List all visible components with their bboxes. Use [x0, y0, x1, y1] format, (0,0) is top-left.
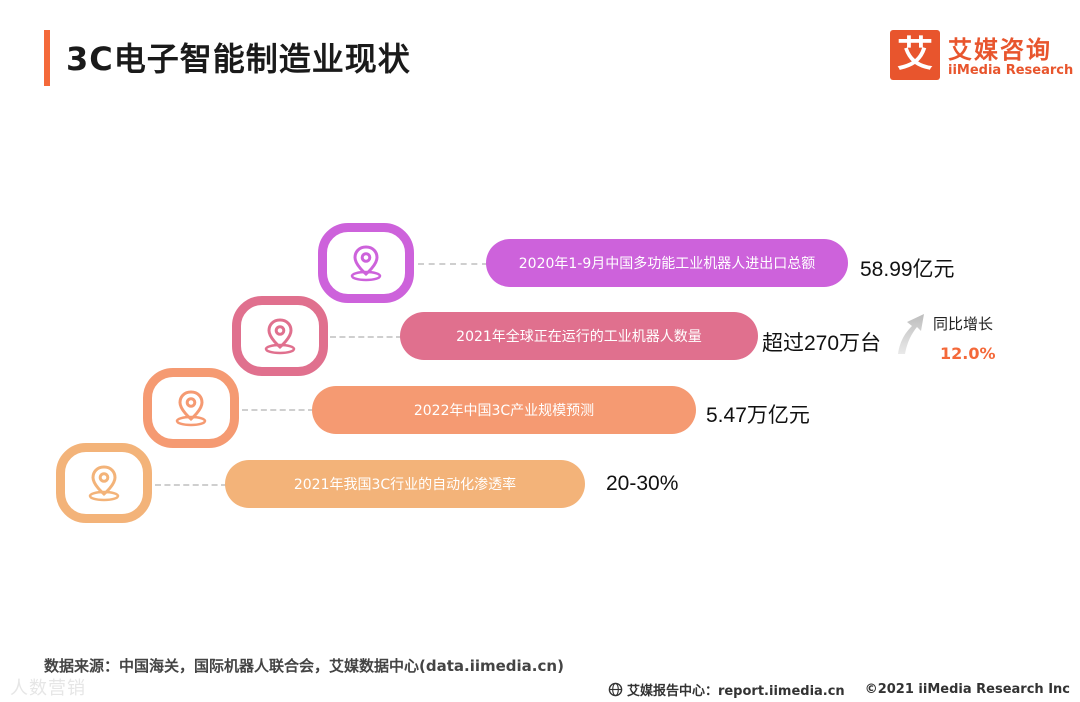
iimedia-logo: 艾 艾媒咨询 iiMedia Research	[890, 30, 1073, 82]
step-1-connector	[418, 263, 488, 265]
footer: 艾媒报告中心：report.iimedia.cn ©2021 iiMedia R…	[608, 680, 1070, 699]
globe-icon	[608, 682, 623, 697]
footer-report-center: 艾媒报告中心：report.iimedia.cn	[626, 684, 845, 699]
step-4-value: 20-30%	[606, 472, 679, 495]
step-4-connector	[155, 484, 227, 486]
location-pin-icon	[88, 465, 120, 502]
step-1-value: 58.99亿元	[860, 258, 955, 281]
step-1-icon-ring	[318, 223, 414, 303]
step-2-connector	[330, 336, 402, 338]
step-4-label-pill: 2021年我国3C行业的自动化渗透率	[225, 460, 585, 508]
logo-cn-text: 艾媒咨询	[948, 36, 1052, 64]
step-3-connector	[242, 409, 314, 411]
logo-mark: 艾	[890, 30, 940, 80]
watermark-text: 人数营销	[10, 678, 86, 699]
step-2-label-pill: 2021年全球正在运行的工业机器人数量	[400, 312, 758, 360]
step-2-icon-ring	[232, 296, 328, 376]
step-3-icon-ring	[143, 368, 239, 448]
page-title: 3C电子智能制造业现状	[66, 40, 411, 78]
step-4-icon-ring	[56, 443, 152, 523]
location-pin-icon	[350, 245, 382, 282]
step-1-label-pill: 2020年1-9月中国多功能工业机器人进出口总额	[486, 239, 848, 287]
location-pin-icon	[264, 318, 296, 355]
growth-value: 12.0%	[940, 344, 996, 363]
footer-copyright: ©2021 iiMedia Research Inc	[864, 682, 1070, 697]
growth-label: 同比增长	[933, 315, 994, 333]
logo-en-text: iiMedia Research	[948, 63, 1074, 78]
title-accent-bar	[44, 30, 50, 86]
step-2-value: 超过270万台	[762, 332, 882, 355]
location-pin-icon	[175, 390, 207, 427]
step-3-label-pill: 2022年中国3C产业规模预测	[312, 386, 696, 434]
up-arrow-icon	[898, 314, 924, 354]
data-source-note: 数据来源：中国海关，国际机器人联合会，艾媒数据中心(data.iimedia.c…	[44, 657, 564, 675]
step-3-value: 5.47万亿元	[706, 404, 810, 427]
